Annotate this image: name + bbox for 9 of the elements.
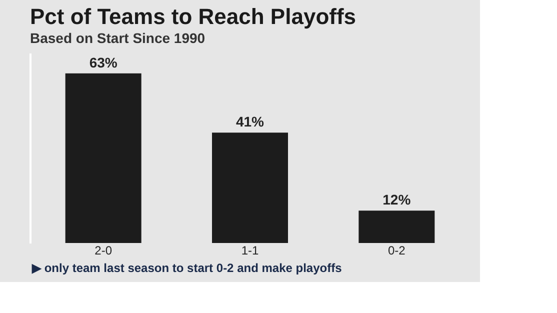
text: ▶ only team last season to start 0-2 and make playoffs — [31, 261, 342, 275]
data-label: 63% — [89, 54, 118, 70]
chart-title: Pct of Teams to Reach Playoffs — [30, 4, 356, 29]
x-tick-label: 1-1 — [241, 244, 259, 258]
x-tick-label: 2-0 — [94, 244, 112, 258]
x-tick-label: 0-2 — [388, 244, 406, 258]
chart-subtitle: Based on Start Since 1990 — [30, 30, 206, 46]
data-label: 41% — [236, 114, 265, 130]
data-label: 12% — [382, 192, 412, 208]
